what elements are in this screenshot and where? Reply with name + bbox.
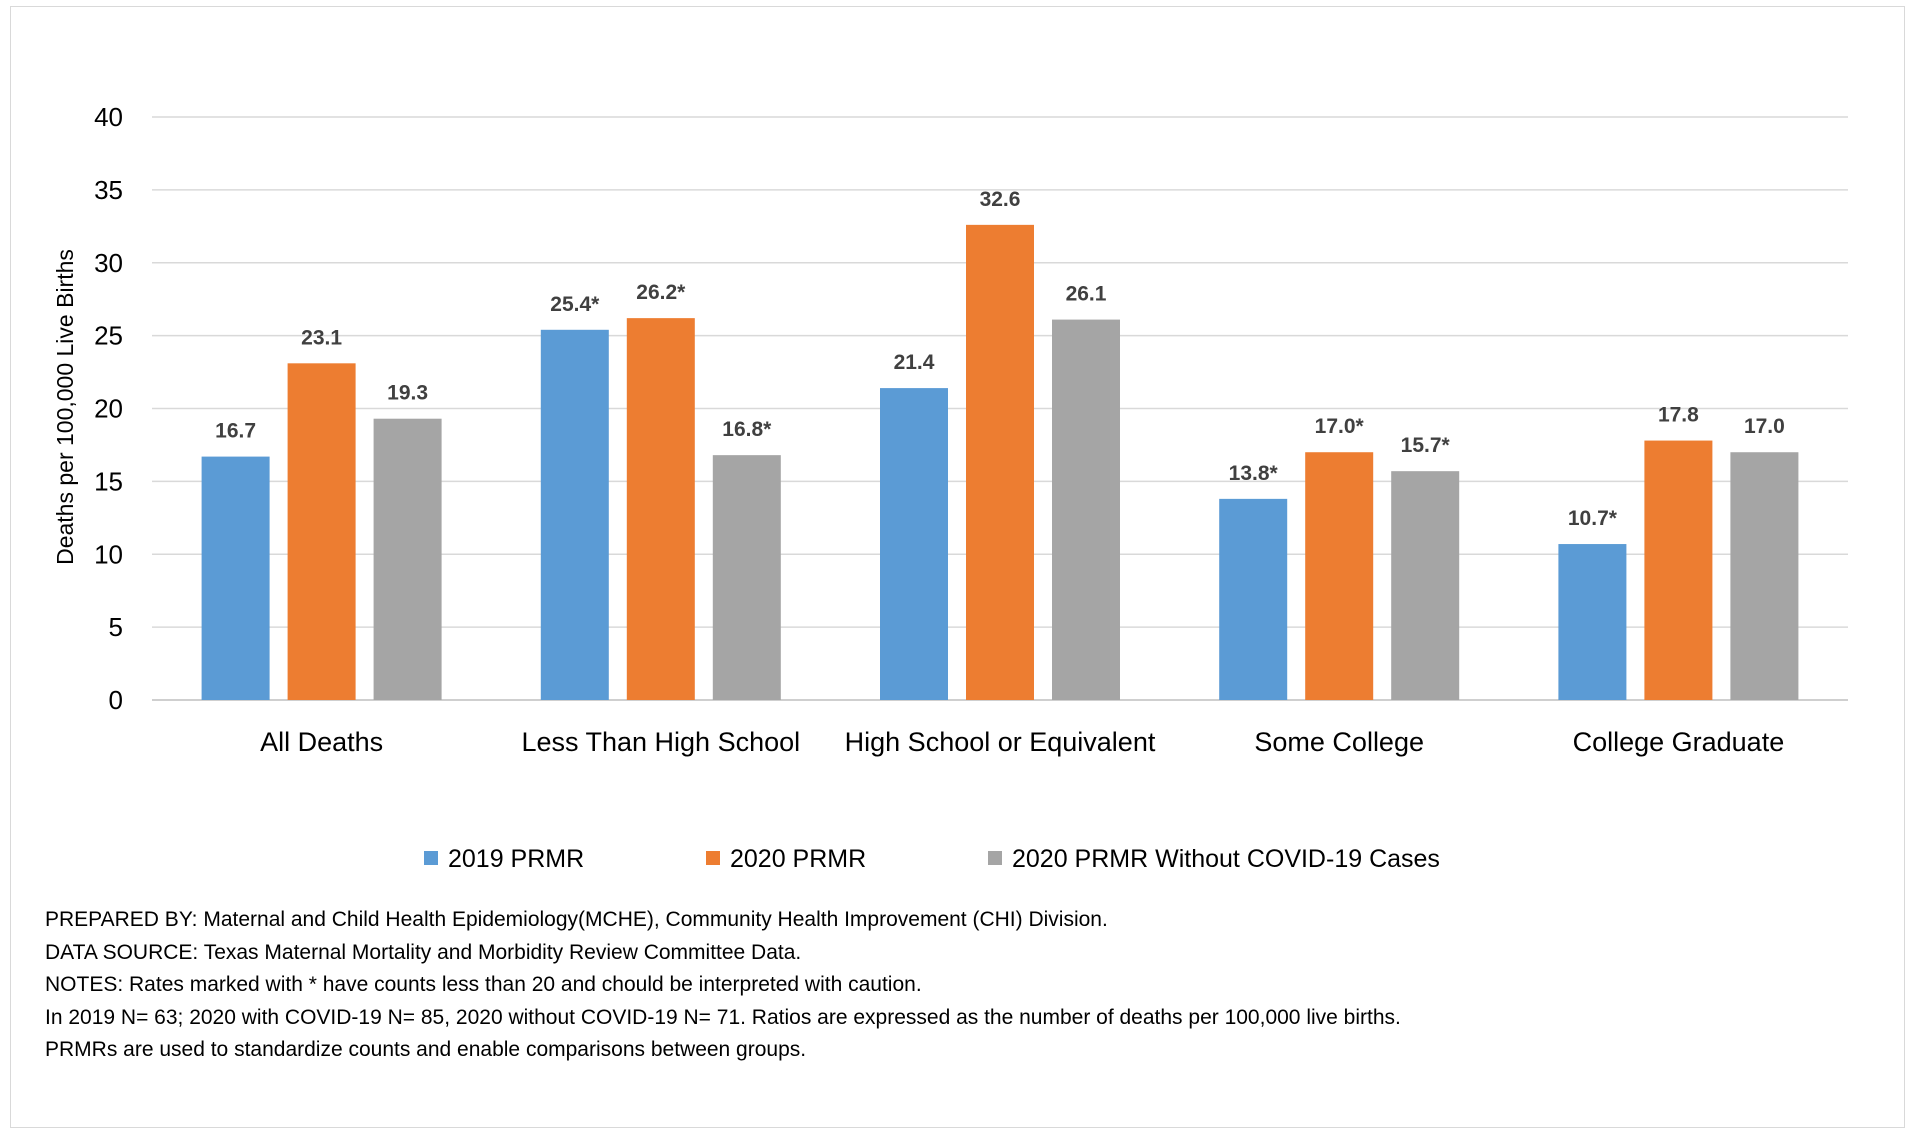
- legend-label: 2020 PRMR: [730, 845, 866, 873]
- data-label: 19.3: [387, 382, 428, 405]
- y-tick-label: 5: [109, 612, 123, 642]
- legend-swatch: [424, 851, 438, 865]
- y-tick-label: 25: [94, 321, 123, 351]
- data-label: 32.6: [980, 188, 1021, 211]
- data-label: 25.4*: [550, 293, 600, 316]
- data-label: 16.8*: [722, 418, 772, 441]
- x-axis-ticks: All Deaths Less Than High School High Scho…: [260, 727, 1784, 757]
- legend-label: 2020 PRMR Without COVID-19 Cases: [1012, 845, 1440, 873]
- bar: [966, 224, 1034, 701]
- y-tick-label: 10: [94, 539, 123, 569]
- data-label: 10.7*: [1568, 507, 1618, 530]
- data-label: 23.1: [301, 326, 342, 349]
- caution-note: NOTES: Rates marked with * have counts l…: [45, 973, 922, 996]
- bar: [1730, 452, 1799, 700]
- bar: [1558, 544, 1627, 700]
- data-label: 15.7*: [1401, 434, 1451, 457]
- bars: [201, 224, 1799, 701]
- data-source-note: DATA SOURCE: Texas Maternal Mortality an…: [45, 940, 802, 964]
- bar: [1052, 319, 1120, 700]
- data-label: 26.2*: [636, 281, 686, 304]
- standardize-note: PRMRs are used to standardize counts and…: [45, 1038, 807, 1061]
- bar: [1219, 498, 1288, 700]
- y-tick-label: 20: [94, 394, 123, 424]
- x-tick-label: All Deaths: [260, 727, 383, 757]
- x-tick-label: Some College: [1254, 727, 1424, 757]
- bar: [201, 456, 270, 700]
- y-axis-label: Deaths per 100,000 Live Births: [52, 249, 78, 565]
- bar: [1644, 440, 1713, 700]
- data-label: 26.1: [1066, 283, 1107, 306]
- legend: 2019 PRMR 2020 PRMR 2020 PRMR Without COVI…: [424, 845, 1440, 873]
- chart-notes: PREPARED BY: Maternal and Child Health E…: [45, 904, 1865, 1067]
- bar: [712, 455, 781, 700]
- x-tick-label: Less Than High School: [521, 727, 800, 757]
- data-label: 13.8*: [1229, 462, 1279, 485]
- prepared-by-note: PREPARED BY: Maternal and Child Health E…: [45, 908, 1108, 931]
- bar: [373, 418, 442, 700]
- y-tick-label: 35: [94, 175, 123, 205]
- counts-note: In 2019 N= 63; 2020 with COVID-19 N= 85,…: [45, 1005, 1401, 1029]
- bar: [1305, 452, 1374, 700]
- y-tick-label: 40: [94, 102, 123, 132]
- data-label: 17.0*: [1315, 415, 1365, 438]
- x-tick-label: High School or Equivalent: [845, 727, 1156, 757]
- legend-label: 2019 PRMR: [448, 845, 584, 873]
- bar: [880, 388, 948, 700]
- x-tick-label: College Graduate: [1573, 727, 1785, 757]
- y-axis-ticks: 0 5 10 15 20 25 30 35 40: [94, 102, 123, 715]
- y-tick-label: 30: [94, 248, 123, 278]
- bar: [540, 329, 609, 700]
- legend-swatch: [706, 851, 720, 865]
- data-label: 21.4: [894, 351, 935, 374]
- legend-swatch: [988, 851, 1002, 865]
- chart-frame: [10, 6, 1905, 1128]
- bar: [626, 318, 695, 700]
- y-tick-label: 15: [94, 466, 123, 496]
- bar: [287, 363, 356, 700]
- data-label: 17.8: [1658, 404, 1699, 427]
- data-label: 17.0: [1744, 415, 1785, 438]
- data-label: 16.7: [215, 420, 256, 443]
- bar: [1391, 471, 1460, 700]
- data-labels: 16.7 23.1 19.3 25.4* 26.2* 16.8* 21.4 32.6 26.1 1…: [215, 188, 1785, 530]
- y-tick-label: 0: [109, 685, 123, 715]
